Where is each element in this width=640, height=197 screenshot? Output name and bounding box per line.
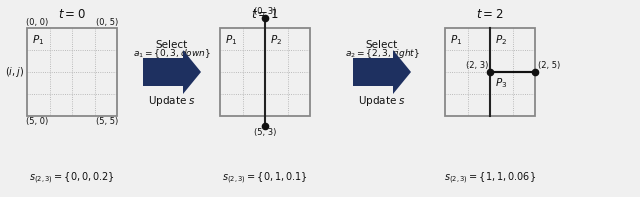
Polygon shape [353,58,393,86]
Text: $a_1 = \{0, 3, \mathit{down}\}$: $a_1 = \{0, 3, \mathit{down}\}$ [133,47,211,60]
Text: (2, 5): (2, 5) [538,61,560,70]
Text: $P_1$: $P_1$ [32,33,44,47]
Text: (5, 0): (5, 0) [26,117,48,126]
Text: $P_1$: $P_1$ [225,33,237,47]
Text: (5, 5): (5, 5) [96,117,118,126]
Text: $P_2$: $P_2$ [495,33,507,47]
Text: $s_{(2,3)} = \{0, 1, 0.1\}$: $s_{(2,3)} = \{0, 1, 0.1\}$ [222,171,308,186]
Text: (0, 0): (0, 0) [26,18,48,27]
Text: $s_{(2,3)} = \{0, 0, 0.2\}$: $s_{(2,3)} = \{0, 0, 0.2\}$ [29,171,115,186]
Polygon shape [143,58,183,86]
Text: Update $\mathit{s}$: Update $\mathit{s}$ [148,94,196,108]
Text: $t = 1$: $t = 1$ [252,8,278,21]
Text: (2, 3): (2, 3) [466,61,488,70]
Polygon shape [183,50,201,94]
Text: $s_{(2,3)} = \{1, 1, 0.06\}$: $s_{(2,3)} = \{1, 1, 0.06\}$ [444,171,536,186]
Text: (0, 3): (0, 3) [254,7,276,16]
Text: $P_2$: $P_2$ [270,33,282,47]
Text: Select: Select [156,40,188,50]
Text: Select: Select [366,40,398,50]
Polygon shape [393,50,411,94]
Text: $t = 0$: $t = 0$ [58,8,86,21]
Text: (0, 5): (0, 5) [96,18,118,27]
Text: Update $\mathit{s}$: Update $\mathit{s}$ [358,94,406,108]
Text: $t = 2$: $t = 2$ [476,8,504,21]
Text: (5, 3): (5, 3) [254,128,276,137]
Text: $a_2 = \{2, 3, \mathit{right}\}$: $a_2 = \{2, 3, \mathit{right}\}$ [344,47,419,60]
Bar [220,28,310,116]
Text: $P_1$: $P_1$ [450,33,462,47]
Bar [27,28,117,116]
Bar [445,28,535,116]
Text: $(i, j)$: $(i, j)$ [5,65,24,79]
Text: $P_3$: $P_3$ [495,76,508,90]
